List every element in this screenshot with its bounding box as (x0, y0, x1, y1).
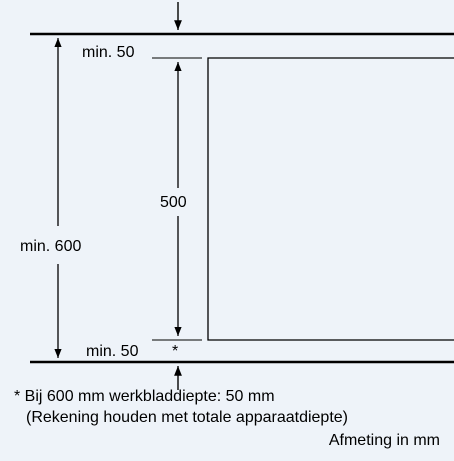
height-label: 500 (160, 194, 187, 211)
bottom-gap-label: min. 50 (86, 343, 139, 360)
total-depth-label: min. 600 (20, 238, 82, 255)
asterisk-mark: * (172, 343, 179, 360)
footnote-line-1: * Bij 600 mm werkbladdiepte: 50 mm (14, 388, 275, 405)
unit-note: Afmeting in mm (328, 432, 440, 449)
top-gap-label: min. 50 (82, 44, 135, 61)
appliance-outline (207, 57, 454, 341)
footnote-line-2: (Rekening houden met totale apparaatdiep… (26, 409, 348, 426)
